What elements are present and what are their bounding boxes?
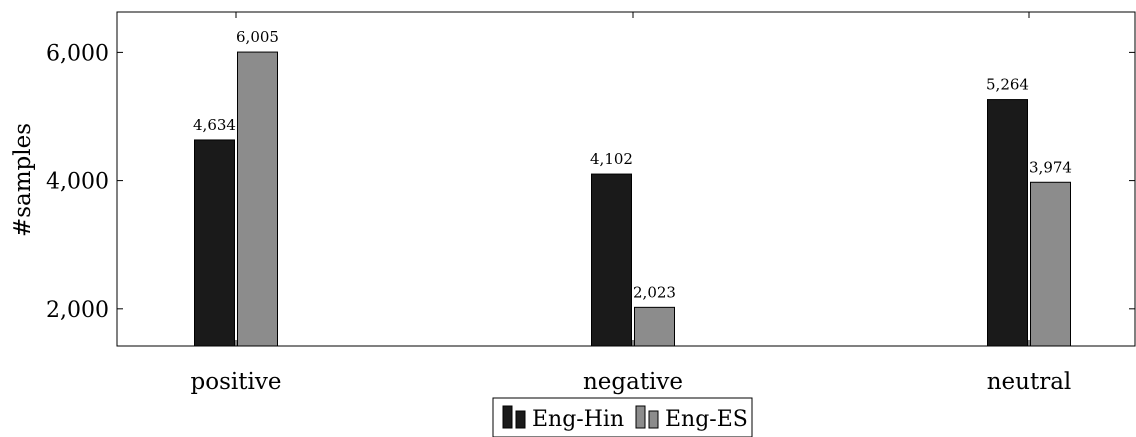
legend-label: Eng-ES	[665, 407, 748, 432]
data-label: 4,634	[193, 116, 236, 134]
data-label: 2,023	[633, 283, 676, 301]
bar-eng-es-neutral	[1030, 181, 1071, 347]
x-category-label: negative	[583, 369, 683, 395]
legend-label: Eng-Hin	[532, 407, 624, 432]
legend-box	[492, 397, 753, 437]
bar-eng-hin-neutral	[987, 99, 1028, 347]
data-label: 5,264	[986, 76, 1029, 94]
data-label: 6,005	[236, 28, 279, 46]
legend-swatch	[515, 410, 526, 429]
labels-group: positive 4,634 6,005 negative 4,102 2,023 neut…	[191, 28, 1072, 395]
bar-eng-hin-positive	[194, 139, 235, 347]
bars-group	[194, 51, 1071, 347]
y-axis-label: #samples	[10, 123, 36, 237]
bar-eng-hin-negative	[591, 173, 632, 347]
legend-swatch	[648, 410, 659, 429]
data-label: 4,102	[590, 150, 633, 168]
data-label: 3,974	[1029, 158, 1072, 176]
x-category-label: neutral	[987, 369, 1072, 395]
y-tick-label: 4,000	[46, 170, 109, 195]
legend: Eng-Hin Eng-ES	[492, 397, 753, 437]
bar-eng-es-positive	[237, 51, 278, 347]
legend-swatch	[502, 405, 513, 429]
legend-swatch	[635, 405, 646, 429]
x-category-label: positive	[191, 369, 282, 395]
bar-eng-es-negative	[634, 306, 675, 347]
y-tick-label: 2,000	[46, 298, 109, 323]
y-tick-label: 6,000	[46, 41, 109, 66]
